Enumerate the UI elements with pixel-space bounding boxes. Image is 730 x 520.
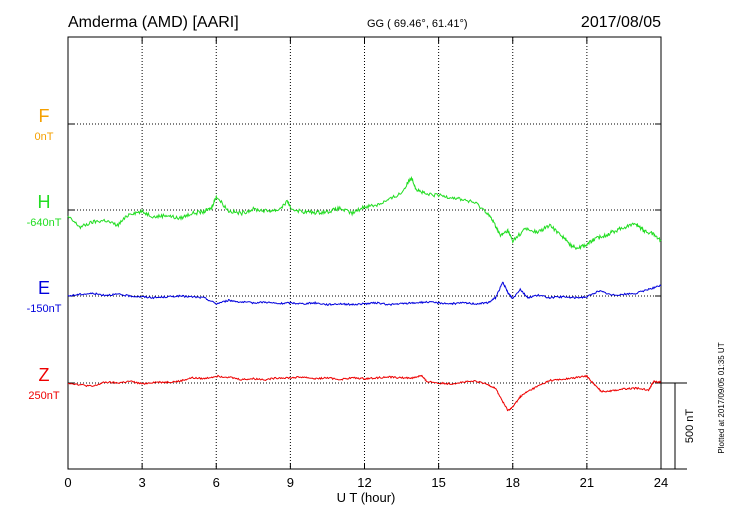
- baseline-label-h: -640nT: [27, 217, 62, 229]
- series-label-h: H: [38, 192, 51, 212]
- series-labels: F 0nT H -640nT E -150nT Z 250nT: [27, 106, 62, 402]
- x-tick-label: 15: [431, 475, 445, 490]
- baseline-label-z: 250nT: [28, 390, 59, 402]
- x-tick-label: 21: [580, 475, 594, 490]
- x-axis-label: U T (hour): [337, 490, 396, 505]
- series-line-z: [68, 374, 662, 412]
- plotted-at-note: Plotted at 2017/09/05 01:35 UT: [717, 342, 726, 453]
- coords-label: GG ( 69.46°, 61.41°): [367, 18, 468, 30]
- series-lines: [67, 175, 662, 412]
- x-tick-label: 0: [64, 475, 71, 490]
- x-tick-label: 3: [139, 475, 146, 490]
- series-line-h: [67, 175, 662, 251]
- series-line-e: [67, 281, 662, 307]
- x-tick-label: 6: [213, 475, 220, 490]
- x-axis: 0 3 6 9 12 15 18 21 24: [64, 37, 668, 490]
- date-label: 2017/08/05: [581, 14, 661, 31]
- series-label-z: Z: [39, 365, 50, 385]
- baseline-label-f: 0nT: [35, 131, 54, 143]
- x-tick-label: 18: [506, 475, 520, 490]
- grid-lines: [68, 37, 661, 469]
- x-tick-label: 9: [287, 475, 294, 490]
- station-title: Amderma (AMD) [AARI]: [68, 14, 239, 31]
- x-tick-label: 12: [357, 475, 371, 490]
- series-label-f: F: [39, 106, 50, 126]
- x-tick-label: 24: [654, 475, 668, 490]
- scale-bar-label: 500 nT: [684, 409, 696, 444]
- baseline-label-e: -150nT: [27, 303, 62, 315]
- series-label-e: E: [38, 278, 50, 298]
